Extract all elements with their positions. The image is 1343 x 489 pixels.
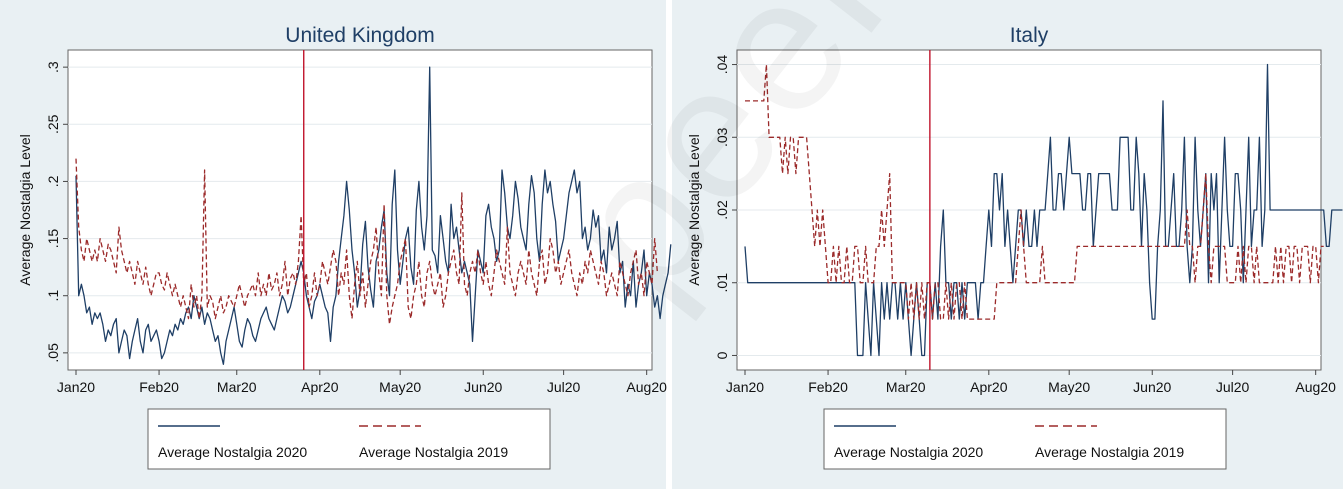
x-tick-label: Aug20 (1295, 379, 1336, 395)
series-line-2020 (75, 66, 672, 365)
x-tick-label: Mar20 (217, 379, 257, 395)
x-tick-label: Jun20 (1133, 379, 1171, 395)
legend: Average Nostalgia 2020 Average Nostalgia … (823, 408, 1227, 470)
legend-label-2020: Average Nostalgia 2020 (834, 444, 983, 460)
chart-panel-italy: Italy 0 .01 .02 .03 .04 Average Nostalgia Leve… (672, 0, 1343, 489)
legend-label-2019: Average Nostalgia 2019 (359, 444, 508, 460)
x-tick-label: Mar20 (886, 379, 926, 395)
x-tick-label: Apr20 (301, 379, 339, 395)
y-tick-label: .05 (45, 343, 61, 363)
legend-label-2019: Average Nostalgia 2019 (1035, 444, 1184, 460)
y-axis-label: Average Nostalgia Level (17, 134, 33, 286)
legend-box (823, 408, 1227, 470)
x-tick-label: Apr20 (970, 379, 1008, 395)
legend: Average Nostalgia 2020 Average Nostalgia … (147, 408, 551, 470)
y-tick-label: .2 (45, 175, 61, 187)
x-tick-label: Jul20 (1216, 379, 1250, 395)
y-tick-label: .04 (714, 55, 730, 75)
y-axis-label: Average Nostalgia Level (686, 134, 702, 286)
series-line-2019 (75, 158, 659, 325)
y-tick-label: .25 (45, 114, 61, 134)
y-tick-label: 0 (714, 351, 730, 359)
x-tick-label: Jun20 (464, 379, 502, 395)
chart-title: United Kingdom (285, 24, 434, 47)
plot-area (67, 49, 653, 371)
y-tick-label: .03 (714, 127, 730, 147)
y-tick-label: .1 (45, 290, 61, 302)
x-tick-label: Aug20 (626, 379, 667, 395)
y-tick-label: .15 (45, 229, 61, 249)
x-tick-label: Feb20 (139, 379, 179, 395)
x-tick-label: Jan20 (57, 379, 95, 395)
chart-panel-united-kingdom: United Kingdom .05 .1 .15 .2 .25 .3 Average Nos… (0, 0, 672, 489)
y-tick-label: .01 (714, 273, 730, 293)
chart-title: Italy (1010, 24, 1049, 47)
x-tick-label: Jul20 (547, 379, 581, 395)
x-tick-label: Feb20 (808, 379, 848, 395)
y-tick-label: .3 (45, 61, 61, 73)
series-line-2019 (745, 63, 1324, 320)
legend-box (147, 408, 551, 470)
x-tick-label: May20 (379, 379, 421, 395)
x-tick-label: Jan20 (726, 379, 764, 395)
y-tick-label: .02 (714, 200, 730, 220)
legend-label-2020: Average Nostalgia 2020 (158, 444, 307, 460)
x-tick-label: May20 (1048, 379, 1090, 395)
